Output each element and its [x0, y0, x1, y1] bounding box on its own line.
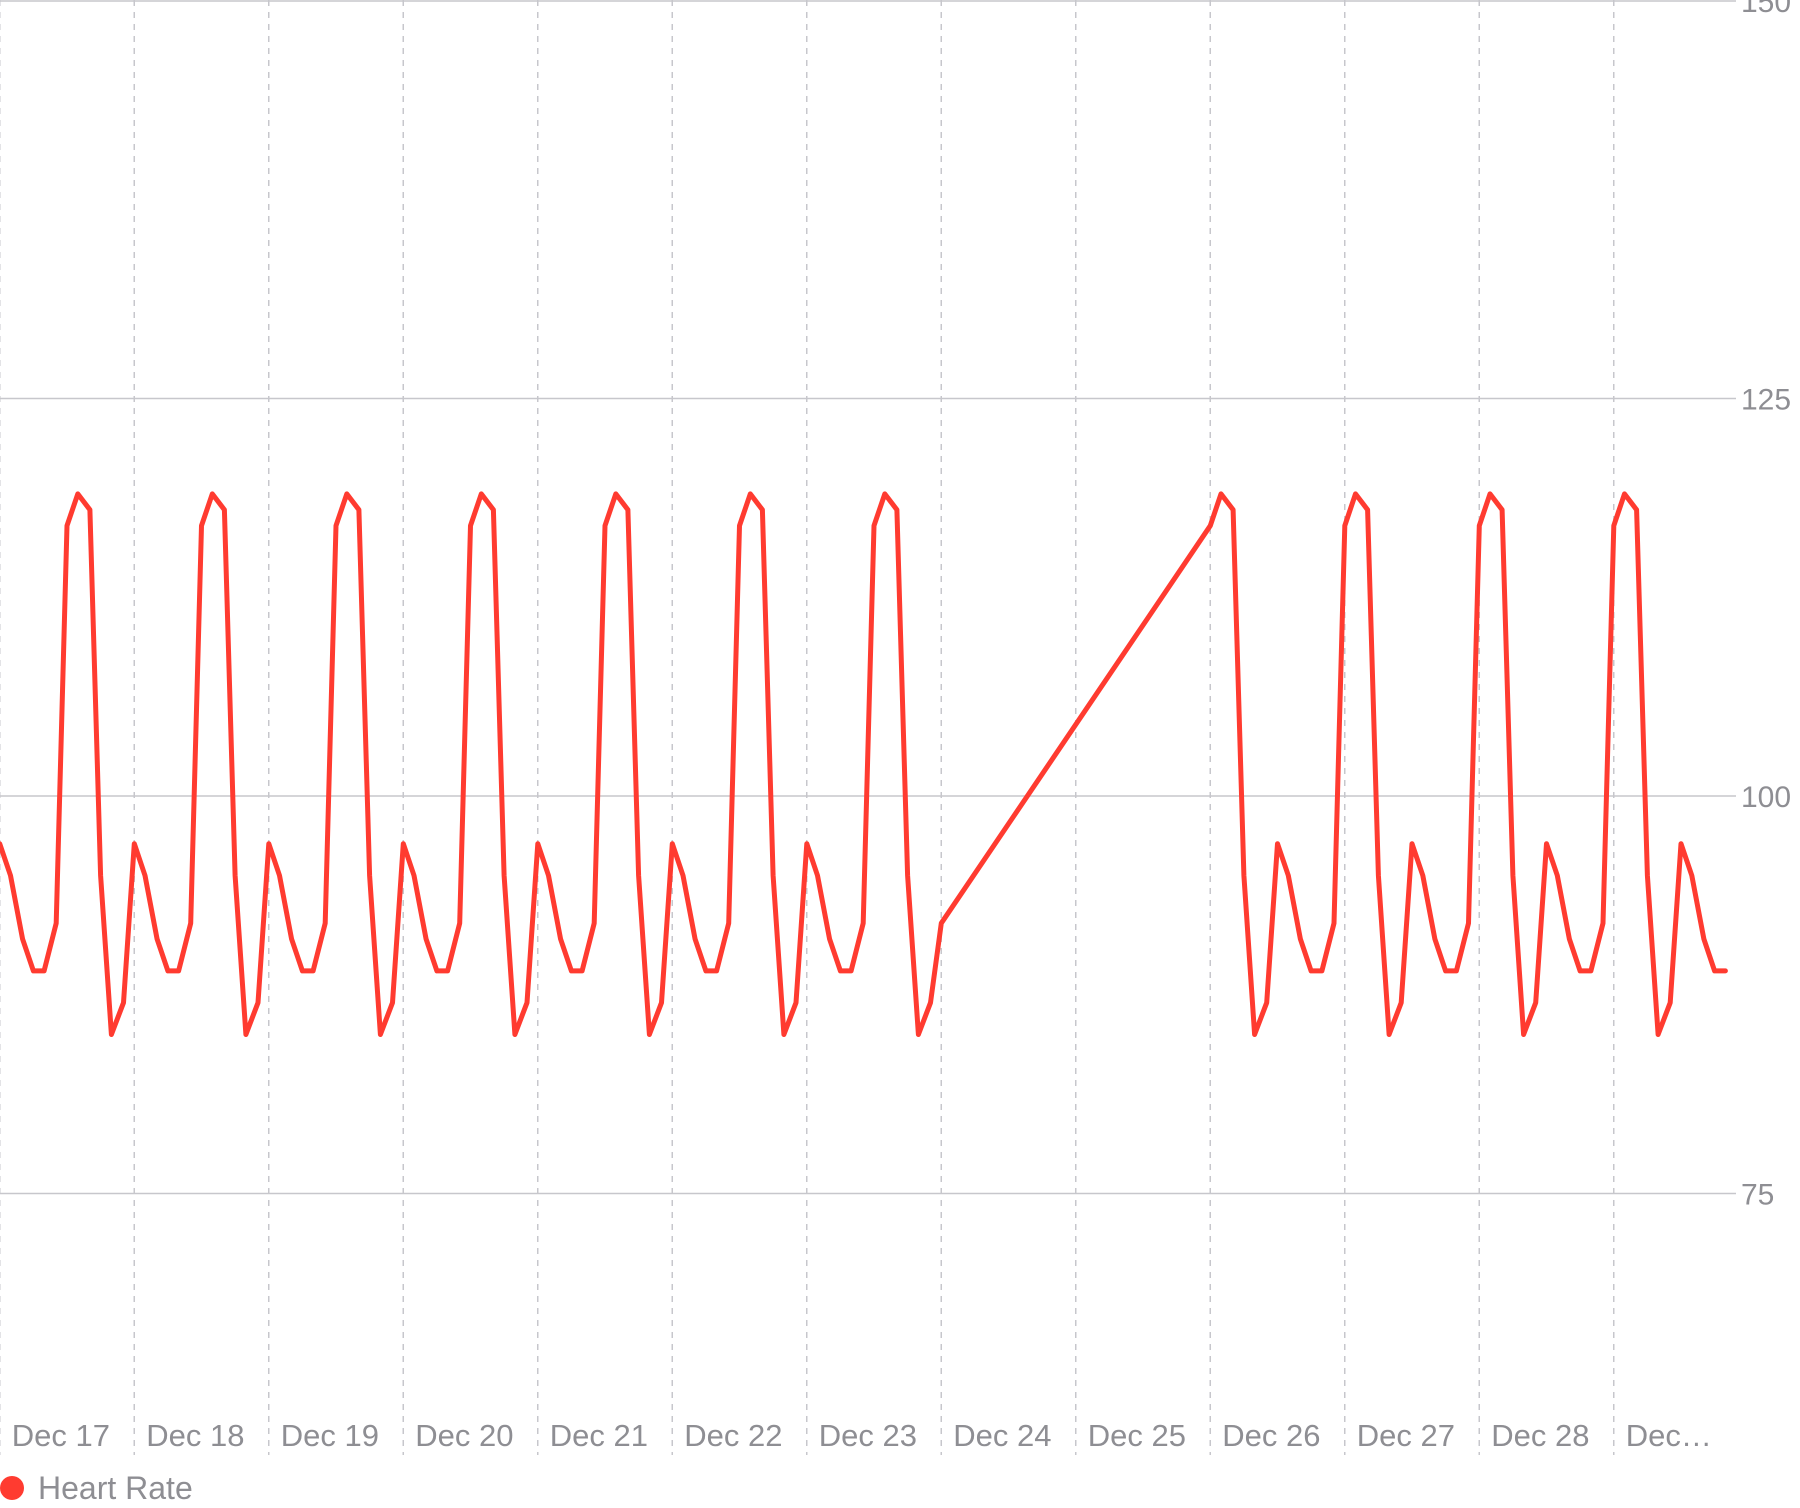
x-tick-label: Dec 26 [1222, 1418, 1320, 1453]
x-axis-ticks: Dec 17 Dec 18 Dec 19 Dec 20 Dec 21 Dec 22 Dec … [12, 1418, 1712, 1453]
x-tick-label: Dec 25 [1088, 1418, 1186, 1453]
x-tick-label: Dec 22 [684, 1418, 782, 1453]
x-tick-label: Dec 19 [281, 1418, 379, 1453]
x-tick-label: Dec 21 [550, 1418, 648, 1453]
x-tick-label: Dec 20 [415, 1418, 513, 1453]
legend-marker [0, 1476, 24, 1500]
x-tick-label: Dec 23 [819, 1418, 917, 1453]
y-tick-label: 125 [1741, 384, 1791, 417]
y-tick-label: 150 [1741, 0, 1791, 19]
x-tick-label: Dec 27 [1357, 1418, 1455, 1453]
y-tick-label: 100 [1741, 781, 1791, 814]
y-axis-ticks: 75 100 125 150 [1741, 0, 1791, 1212]
x-tick-label: Dec… [1626, 1418, 1712, 1453]
x-tick-label: Dec 17 [12, 1418, 110, 1453]
y-tick-label: 75 [1741, 1179, 1774, 1212]
vertical-grid [0, 0, 1615, 1455]
horizontal-grid [0, 0, 1736, 1195]
legend-label: Heart Rate [38, 1469, 193, 1506]
x-tick-label: Dec 18 [146, 1418, 244, 1453]
x-tick-label: Dec 28 [1491, 1418, 1589, 1453]
series-layer [0, 491, 1728, 1037]
x-tick-label: Dec 24 [953, 1418, 1051, 1453]
heart-rate-line [0, 491, 1728, 1037]
legend: Heart Rate [0, 1468, 193, 1508]
